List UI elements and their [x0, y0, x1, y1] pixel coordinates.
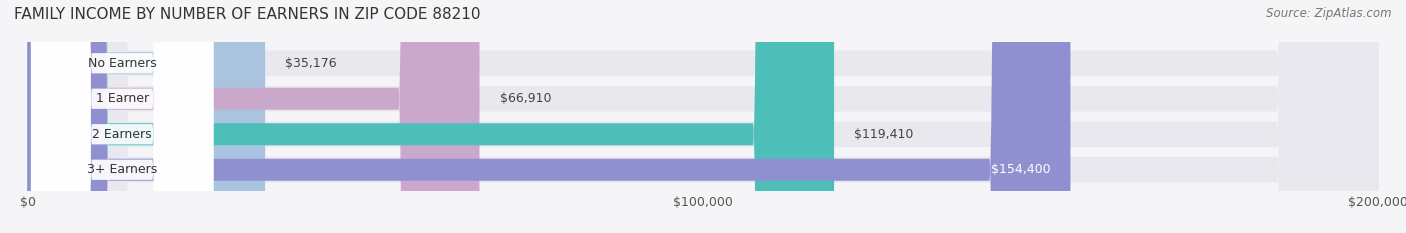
FancyBboxPatch shape — [31, 0, 214, 233]
FancyBboxPatch shape — [28, 0, 1378, 233]
FancyBboxPatch shape — [28, 0, 1378, 233]
FancyBboxPatch shape — [31, 0, 214, 233]
Text: 2 Earners: 2 Earners — [93, 128, 152, 141]
FancyBboxPatch shape — [31, 0, 214, 233]
Text: $35,176: $35,176 — [285, 57, 337, 70]
FancyBboxPatch shape — [28, 0, 1378, 233]
FancyBboxPatch shape — [28, 0, 834, 233]
FancyBboxPatch shape — [28, 0, 1070, 233]
Text: 1 Earner: 1 Earner — [96, 92, 149, 105]
FancyBboxPatch shape — [28, 0, 479, 233]
Text: Source: ZipAtlas.com: Source: ZipAtlas.com — [1267, 7, 1392, 20]
FancyBboxPatch shape — [31, 0, 214, 233]
Text: $154,400: $154,400 — [991, 163, 1050, 176]
Text: FAMILY INCOME BY NUMBER OF EARNERS IN ZIP CODE 88210: FAMILY INCOME BY NUMBER OF EARNERS IN ZI… — [14, 7, 481, 22]
Text: 3+ Earners: 3+ Earners — [87, 163, 157, 176]
Text: $119,410: $119,410 — [855, 128, 914, 141]
Text: No Earners: No Earners — [87, 57, 156, 70]
Text: $66,910: $66,910 — [499, 92, 551, 105]
FancyBboxPatch shape — [28, 0, 266, 233]
FancyBboxPatch shape — [28, 0, 1378, 233]
